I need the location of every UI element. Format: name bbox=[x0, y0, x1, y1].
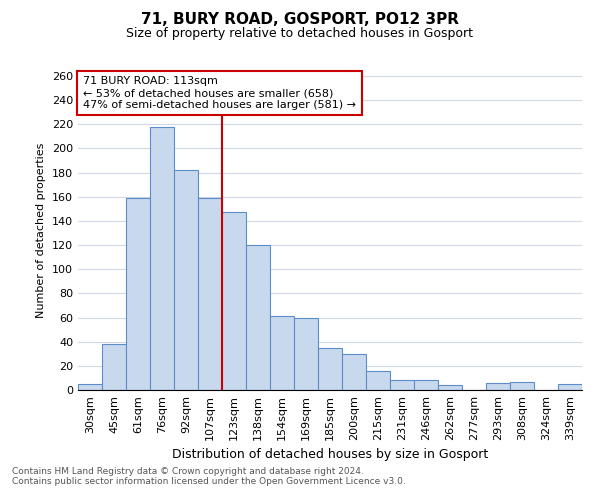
Bar bbox=[78, 384, 102, 390]
Text: Contains HM Land Registry data © Crown copyright and database right 2024.: Contains HM Land Registry data © Crown c… bbox=[12, 467, 364, 476]
Bar bbox=[438, 385, 462, 390]
Bar bbox=[102, 344, 126, 390]
Bar bbox=[558, 384, 582, 390]
Bar bbox=[366, 370, 390, 390]
Y-axis label: Number of detached properties: Number of detached properties bbox=[37, 142, 46, 318]
Bar bbox=[126, 198, 150, 390]
Text: 71, BURY ROAD, GOSPORT, PO12 3PR: 71, BURY ROAD, GOSPORT, PO12 3PR bbox=[141, 12, 459, 28]
Bar bbox=[342, 354, 366, 390]
Text: Contains public sector information licensed under the Open Government Licence v3: Contains public sector information licen… bbox=[12, 477, 406, 486]
Bar bbox=[222, 212, 246, 390]
Bar bbox=[414, 380, 438, 390]
Bar bbox=[150, 127, 174, 390]
Bar bbox=[390, 380, 414, 390]
Text: 71 BURY ROAD: 113sqm
← 53% of detached houses are smaller (658)
47% of semi-deta: 71 BURY ROAD: 113sqm ← 53% of detached h… bbox=[83, 76, 356, 110]
X-axis label: Distribution of detached houses by size in Gosport: Distribution of detached houses by size … bbox=[172, 448, 488, 462]
Bar bbox=[246, 245, 270, 390]
Bar bbox=[174, 170, 198, 390]
Bar bbox=[510, 382, 534, 390]
Text: Size of property relative to detached houses in Gosport: Size of property relative to detached ho… bbox=[127, 28, 473, 40]
Bar bbox=[486, 383, 510, 390]
Bar bbox=[318, 348, 342, 390]
Bar bbox=[198, 198, 222, 390]
Bar bbox=[294, 318, 318, 390]
Bar bbox=[270, 316, 294, 390]
